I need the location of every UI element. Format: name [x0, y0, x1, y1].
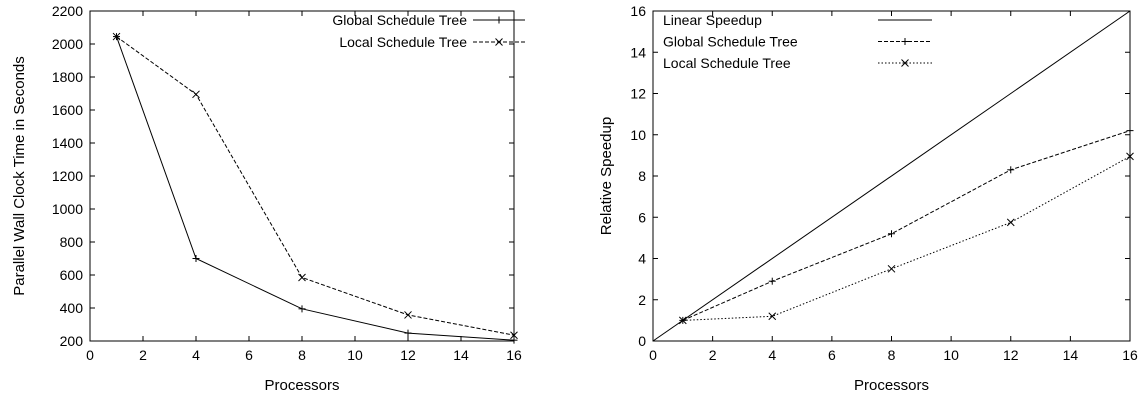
series-local-schedule-tree-point-b [510, 331, 518, 340]
y-tick-label: 1800 [52, 69, 83, 85]
y-tick-label: 14 [630, 44, 646, 60]
x-tick-label: 8 [298, 347, 306, 363]
chart-panel-2: 0 2 4 6 8 10 12 14 16 0 2 4 6 8 10 12 14 16 Processors Rela… [598, 3, 1138, 394]
x-axis-title: Processors [854, 377, 929, 394]
legend-label: Global Schedule Tree [663, 34, 798, 50]
x-tick-label: 14 [453, 347, 469, 363]
series-local-schedule-tree-point-b [768, 312, 777, 321]
series-local-schedule-tree-point-b [298, 273, 306, 282]
series-local-schedule-tree-point-b [192, 90, 200, 99]
y-tick-label: 8 [638, 168, 646, 184]
legend-sample-marker-b [495, 38, 503, 46]
series-global-schedule-tree [679, 127, 1134, 324]
x-tick-label: 6 [828, 347, 836, 363]
y-tick-label: 800 [60, 234, 84, 250]
x-tick-label: 2 [139, 347, 147, 363]
x-tick-label: 8 [888, 347, 896, 363]
x-tick-label: 12 [400, 347, 416, 363]
series-local-schedule-tree-point-b [887, 264, 896, 273]
y-tick-label: 2200 [52, 3, 83, 19]
y-tick-label: 6 [638, 209, 646, 225]
series-local-schedule-tree-point-b [1126, 152, 1134, 161]
x-tick-label: 4 [768, 347, 776, 363]
x-tick-label: 2 [709, 347, 717, 363]
x-tick-label: 10 [943, 347, 959, 363]
x-tick-label: 16 [506, 347, 522, 363]
series-linear-speedup-line [652, 10, 1131, 342]
series-global-schedule-tree [113, 33, 518, 344]
x-tick-label: 14 [1063, 347, 1079, 363]
y-tick-label: 10 [630, 127, 646, 143]
series-global-schedule-tree-line [116, 36, 515, 341]
series-local-schedule-tree-line [682, 155, 1131, 321]
x-tick-label: 0 [86, 347, 94, 363]
y-axis-title: Parallel Wall Clock Time in Seconds [11, 56, 28, 296]
plot-frame [89, 10, 515, 342]
y-tick-label: 200 [60, 333, 84, 349]
legend-label: Local Schedule Tree [663, 55, 791, 71]
x-tick-label: 6 [245, 347, 253, 363]
series-local-schedule-tree [678, 152, 1134, 325]
y-tick-label: 12 [630, 86, 646, 102]
y-tick-label: 4 [638, 251, 646, 267]
y-tick-label: 2000 [52, 36, 83, 52]
series-local-schedule-tree-point-b [678, 316, 687, 325]
series-local-schedule-tree-point-b [404, 311, 412, 319]
y-axis-title: Relative Speedup [598, 117, 615, 235]
y-tick-label: 1200 [52, 168, 83, 184]
y-tick-label: 1600 [52, 102, 83, 118]
y-tick-label: 1400 [52, 135, 83, 151]
series-local-schedule-tree-point-b [112, 32, 121, 41]
legend-label: Local Schedule Tree [339, 34, 467, 50]
series-local-schedule-tree-point-b [1006, 218, 1015, 227]
y-tick-label: 0 [638, 333, 646, 349]
legend-label: Global Schedule Tree [332, 12, 467, 28]
x-tick-label: 16 [1122, 347, 1138, 363]
series-linear-speedup [652, 10, 1131, 342]
series-global-schedule-tree-line [682, 130, 1131, 321]
y-tick-label: 400 [60, 300, 84, 316]
x-tick-label: 0 [649, 347, 657, 363]
x-tick-label: 4 [192, 347, 200, 363]
y-tick-label: 600 [60, 267, 84, 283]
y-tick-label: 1000 [52, 201, 83, 217]
x-tick-label: 10 [347, 347, 363, 363]
legend-sample-marker-b [901, 59, 909, 67]
x-tick-label: 12 [1003, 347, 1019, 363]
chart-panel-1: 0 2 4 6 8 10 12 14 16 200 400 600 800 1000 1200 1400 160… [11, 3, 525, 394]
x-axis-title: Processors [264, 377, 339, 394]
series-local-schedule-tree [112, 32, 518, 340]
y-tick-label: 16 [630, 3, 646, 19]
series-local-schedule-tree-line [116, 36, 515, 336]
legend-label: Linear Speedup [663, 12, 762, 28]
y-tick-label: 2 [638, 292, 646, 308]
